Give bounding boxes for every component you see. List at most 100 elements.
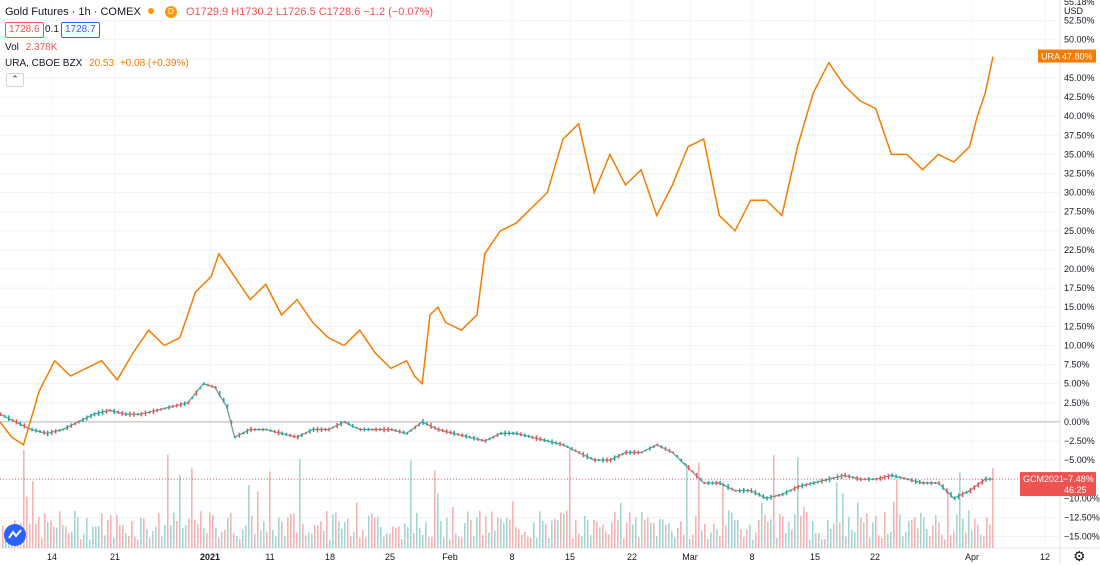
volume-bar [629, 512, 631, 548]
candle [903, 477, 905, 480]
time-tick-label: 2021 [200, 552, 220, 562]
candle [965, 490, 968, 495]
candle [242, 432, 245, 435]
candle [461, 433, 463, 438]
price-tick-label: −10.00% [1064, 493, 1100, 503]
volume-bar [851, 529, 853, 548]
candle [414, 425, 417, 430]
volume-bar [527, 536, 529, 548]
volume-bar [644, 519, 646, 548]
volume-bar [47, 521, 49, 548]
candle [762, 494, 765, 500]
candle [453, 430, 455, 436]
volume-bar [278, 517, 280, 548]
volume-bar [899, 514, 901, 548]
candle [35, 428, 37, 433]
candle [223, 398, 225, 404]
candle [477, 437, 479, 441]
legend-exchange: COMEX [100, 6, 141, 18]
volume-bar [716, 528, 718, 548]
candle [344, 420, 346, 423]
volume-bar [881, 538, 883, 548]
volume-bar [296, 532, 298, 548]
volume-bar [479, 510, 481, 548]
volume-bar [173, 512, 175, 548]
candle [930, 481, 933, 485]
volume-bar [668, 523, 670, 548]
candle [942, 484, 944, 490]
price-tick-label: −15.00% [1064, 532, 1100, 542]
candle [105, 409, 108, 414]
volume-bar [179, 474, 181, 548]
candle [609, 457, 612, 463]
volume-bar [86, 517, 88, 548]
gear-icon[interactable]: ⚙ [1073, 548, 1086, 564]
volume-bar [251, 515, 253, 548]
candle [872, 478, 874, 481]
volume-bar [50, 520, 52, 548]
volume-bar [227, 517, 229, 548]
candle [582, 451, 585, 458]
candle [184, 401, 186, 406]
volume-bar [98, 525, 100, 548]
candle [375, 427, 377, 432]
volume-bar [185, 524, 187, 548]
volume-bar [800, 515, 802, 548]
volume-bar [854, 532, 856, 548]
volume-bar [590, 535, 592, 548]
compare-symbol[interactable]: URA, CBOE BZX [5, 58, 83, 69]
volume-bar [953, 530, 955, 548]
chevron-up-icon[interactable]: ⌃ [6, 73, 24, 87]
volume-bar [200, 511, 202, 548]
volume-bar [617, 520, 619, 548]
candle [324, 427, 327, 432]
time-tick-label: Apr [965, 552, 979, 562]
time-tick-label: 11 [265, 552, 274, 562]
bid-price-box[interactable]: 1728.6 [5, 22, 44, 38]
legend-symbol[interactable]: Gold Futures [5, 6, 69, 18]
candle [109, 409, 111, 412]
volume-bar [866, 513, 868, 548]
volume-bar [752, 539, 754, 548]
volume-bar [338, 521, 340, 548]
tradingview-logo-icon[interactable] [4, 524, 26, 546]
candle [676, 454, 678, 458]
volume-bar [26, 496, 28, 548]
price-axis[interactable]: 55.18%USD52.50%50.00%47.50%45.00%42.50%4… [1020, 0, 1100, 542]
volume-bar [944, 539, 946, 548]
volume-bar [254, 533, 256, 548]
volume-bar [317, 525, 319, 548]
candle [187, 401, 190, 405]
candle [778, 494, 780, 497]
volume-bar [428, 537, 430, 548]
candle [781, 492, 784, 497]
candle [230, 420, 233, 425]
ask-price-box[interactable]: 1728.7 [61, 22, 100, 38]
candle [172, 405, 174, 409]
candle [410, 429, 413, 432]
volume-bar [584, 515, 586, 548]
volume-bar [653, 522, 655, 548]
volume-bar [161, 536, 163, 548]
candle [868, 476, 870, 482]
candle [97, 410, 100, 417]
candle [434, 425, 436, 430]
candle [379, 427, 381, 432]
time-axis[interactable]: 14 21 2021 11 18 25 Feb 8 15 22 Mar 8 15 22 Apr 12 [47, 552, 1050, 562]
volume-bar [155, 526, 157, 548]
candle [121, 411, 123, 416]
delayed-badge: D [164, 6, 177, 18]
volume-bar [248, 485, 250, 548]
volume-bar [869, 537, 871, 548]
volume-bar [32, 481, 34, 548]
candle [566, 445, 569, 448]
volume-bar [875, 515, 877, 548]
volume-bar [602, 524, 604, 548]
time-tick-label: 15 [565, 552, 575, 562]
volume-bar [158, 512, 160, 548]
volume-bar [56, 527, 58, 548]
candle [961, 491, 964, 498]
volume-bar [290, 514, 292, 548]
volume-bar [674, 537, 676, 548]
